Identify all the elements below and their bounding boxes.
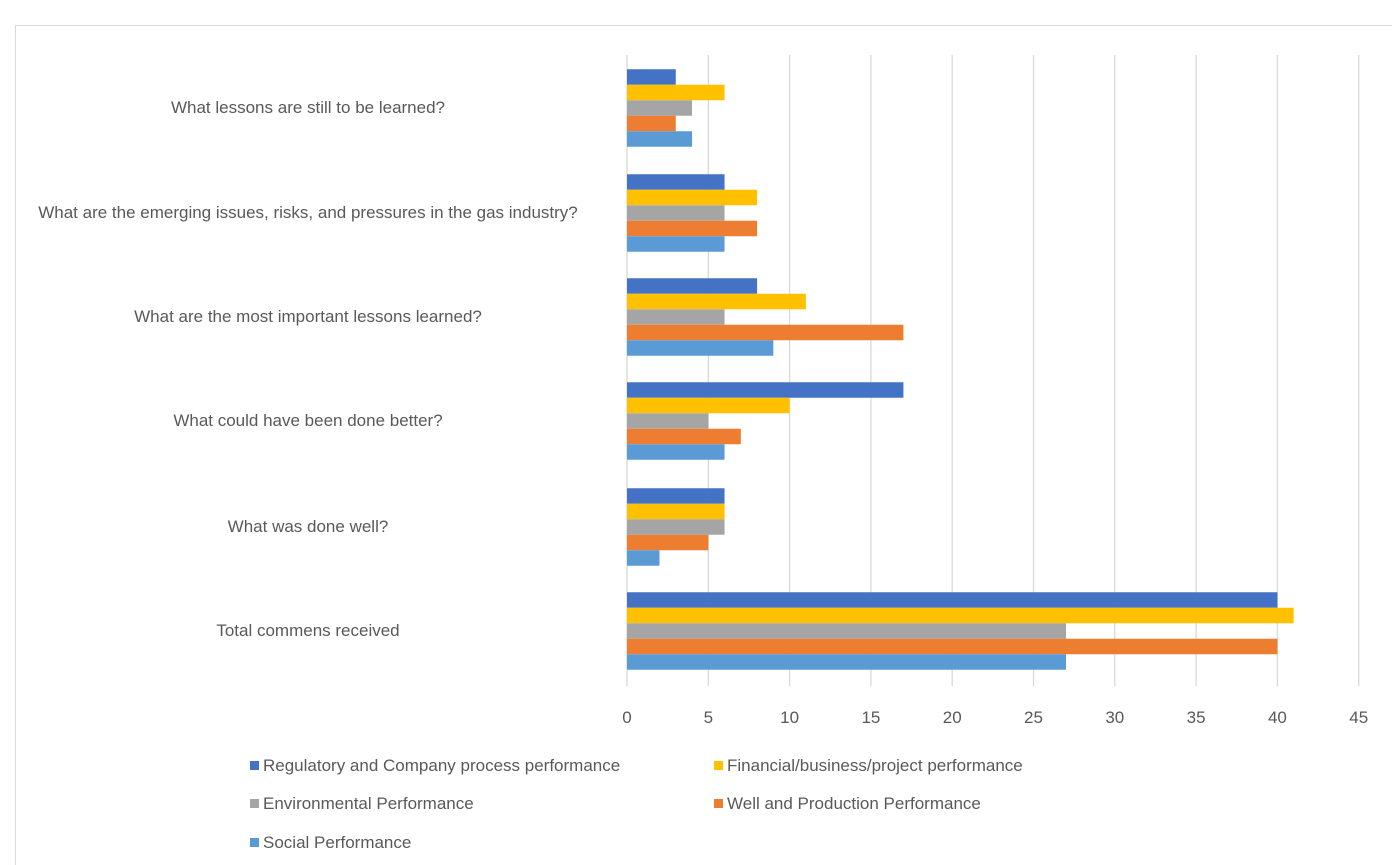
bar <box>627 413 709 429</box>
bar <box>627 309 725 325</box>
legend-item: Well and Production Performance <box>714 794 981 814</box>
bar <box>627 607 1294 624</box>
bar <box>627 324 904 341</box>
bar <box>627 519 725 535</box>
x-tick-label: 25 <box>1024 708 1043 727</box>
legend-label: Social Performance <box>263 833 412 852</box>
legend-swatch <box>714 761 723 770</box>
category-label: What lessons are still to be learned? <box>170 98 446 117</box>
bar <box>627 592 1278 608</box>
bar <box>627 397 790 414</box>
legend-item: Social Performance <box>250 833 411 853</box>
bar <box>627 488 725 504</box>
legend-label: Regulatory and Company process performan… <box>263 756 621 775</box>
x-tick-label: 0 <box>622 708 631 727</box>
category-label: What are the emerging issues, risks, and… <box>38 203 578 222</box>
bar <box>627 428 741 445</box>
bar <box>627 115 676 132</box>
legend-label: Financial/business/project performance <box>727 756 1023 775</box>
bar <box>627 278 758 294</box>
bar <box>627 174 725 190</box>
bar <box>627 444 725 460</box>
legend-swatch <box>250 761 259 770</box>
chart-frame <box>15 25 1392 865</box>
x-tick-label: 5 <box>704 708 713 727</box>
x-tick-label: 30 <box>1105 708 1124 727</box>
category-label: What could have been done better? <box>173 411 443 430</box>
x-tick-label: 10 <box>780 708 799 727</box>
legend-item: Financial/business/project performance <box>714 756 1023 776</box>
category-label: Total commens received <box>216 621 400 640</box>
x-tick-label: 40 <box>1268 708 1287 727</box>
bar <box>627 84 725 101</box>
x-tick-label: 35 <box>1187 708 1206 727</box>
bar <box>627 236 725 252</box>
category-label: What are the most important lessons lear… <box>134 307 482 326</box>
bar <box>627 340 774 356</box>
bar <box>627 623 1067 639</box>
bar <box>627 503 725 520</box>
legend-item: Environmental Performance <box>250 794 474 814</box>
bar <box>627 205 725 221</box>
bar <box>627 550 660 566</box>
category-label: What was done well? <box>227 517 389 536</box>
bar <box>627 638 1278 655</box>
x-tick-label: 20 <box>943 708 962 727</box>
legend-swatch <box>250 799 259 808</box>
bar <box>627 220 758 237</box>
x-tick-label: 45 <box>1349 708 1368 727</box>
legend-item: Regulatory and Company process performan… <box>250 756 620 776</box>
legend-swatch <box>250 838 259 847</box>
bar <box>627 131 693 147</box>
legend-swatch <box>714 799 723 808</box>
x-tick-label: 15 <box>861 708 880 727</box>
legend-label: Well and Production Performance <box>727 794 981 813</box>
bar <box>627 69 676 85</box>
bar <box>627 293 806 310</box>
bar <box>627 654 1067 670</box>
bar <box>627 100 693 116</box>
bar <box>627 534 709 551</box>
bar <box>627 189 758 206</box>
bar <box>627 382 904 398</box>
legend-label: Environmental Performance <box>263 794 474 813</box>
